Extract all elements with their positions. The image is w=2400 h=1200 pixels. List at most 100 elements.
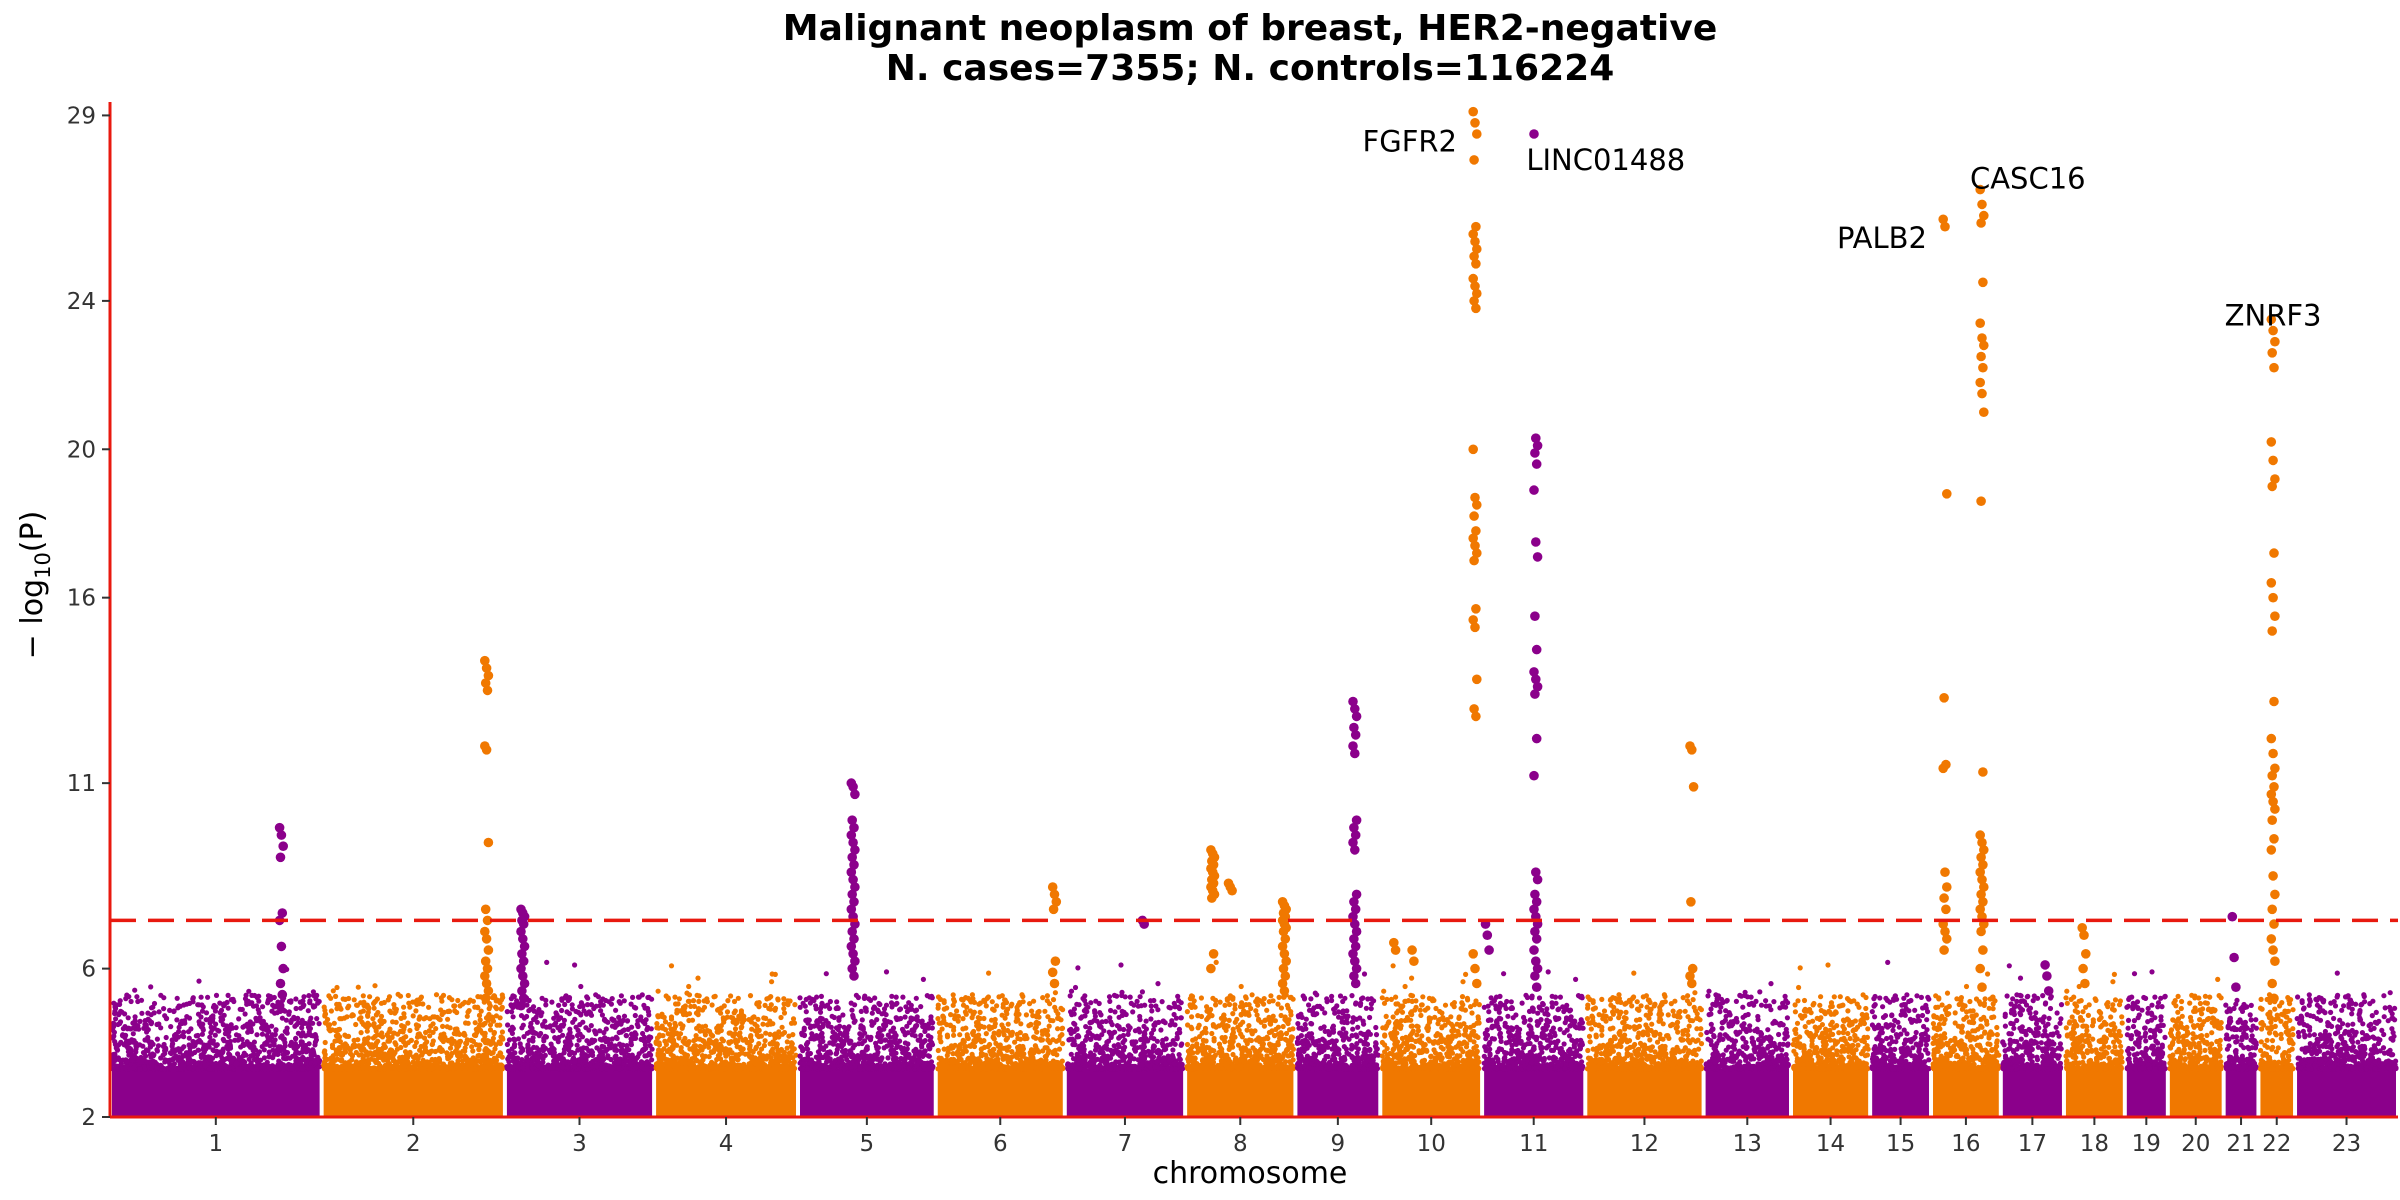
snp-point (335, 1048, 342, 1055)
snp-point (476, 1042, 482, 1048)
snp-point (427, 1033, 433, 1039)
snp-point (862, 993, 868, 999)
snp-point (276, 1062, 282, 1068)
snp-point (920, 976, 927, 983)
snp-point (618, 1029, 624, 1035)
snp-point (138, 997, 145, 1003)
snp-point (625, 1026, 631, 1032)
snp-point (200, 1004, 206, 1010)
snp-point (851, 1019, 857, 1025)
snp-point (724, 1009, 731, 1015)
snp-point (775, 1050, 781, 1056)
snp-point (415, 1023, 422, 1029)
snp-point (991, 1007, 997, 1013)
snp-point (834, 1047, 840, 1053)
snp-point (143, 1022, 149, 1028)
snp-point (250, 1047, 256, 1053)
snp-point (134, 994, 140, 1000)
snp-point (334, 1056, 340, 1062)
snp-point (738, 1010, 745, 1016)
snp-point (767, 1006, 774, 1012)
snp-point (768, 1049, 774, 1055)
snp-point (520, 1065, 526, 1071)
snp-point (246, 1025, 252, 1031)
snp-point (588, 1002, 595, 1008)
snp-point (387, 1054, 393, 1060)
snp-point (659, 1013, 665, 1020)
snp-point (877, 1001, 883, 1008)
snp-point (1046, 1023, 1052, 1029)
snp-point (497, 1022, 503, 1028)
snp-point (477, 1017, 483, 1023)
snp-point (401, 1004, 407, 1010)
snp-point (526, 1008, 532, 1014)
snp-point (538, 1030, 544, 1037)
snp-point (804, 1066, 811, 1072)
snp-point (125, 1015, 131, 1021)
snp-point (218, 1015, 224, 1021)
snp-point (682, 1009, 688, 1015)
snp-point (210, 1004, 217, 1010)
snp-point (294, 1022, 300, 1028)
snp-point (643, 1017, 649, 1023)
snp-point (1032, 1025, 1038, 1031)
snp-point (126, 1045, 132, 1051)
snp-point (565, 997, 571, 1004)
snp-point (954, 1008, 960, 1014)
snp-point (586, 1027, 592, 1033)
snp-point (731, 1010, 737, 1016)
snp-point (609, 1066, 616, 1072)
snp-point (452, 1008, 458, 1014)
snp-point (117, 1001, 123, 1008)
snp-point (350, 1044, 356, 1050)
snp-point (402, 1042, 409, 1048)
snp-point (915, 1037, 921, 1043)
snp-point (774, 1044, 780, 1050)
chromosome-band-fill (656, 1068, 797, 1117)
snp-point (1039, 1037, 1045, 1043)
snp-point (148, 1021, 154, 1027)
snp-point (359, 1043, 365, 1049)
snp-point (176, 1003, 182, 1009)
snp-point (701, 1004, 708, 1010)
snp-point (586, 1010, 592, 1016)
snp-point (433, 1026, 439, 1032)
snp-point (628, 1001, 634, 1007)
snp-point (676, 1066, 682, 1072)
snp-point (355, 1061, 362, 1067)
snp-point (756, 1027, 762, 1033)
snp-point (128, 1066, 134, 1072)
snp-point (359, 1019, 365, 1025)
snp-point (1056, 1015, 1062, 1022)
snp-point (497, 1000, 503, 1006)
snp-point (245, 1029, 251, 1035)
snp-point (705, 1028, 711, 1034)
snp-point (126, 1052, 132, 1058)
snp-point (451, 1030, 457, 1037)
snp-point (451, 1003, 457, 1009)
snp-point (716, 1047, 722, 1053)
snp-point (475, 1005, 481, 1011)
snp-point (289, 1066, 296, 1072)
snp-point (690, 1066, 697, 1072)
snp-point (897, 1007, 903, 1013)
snp-point (882, 1062, 888, 1068)
snp-point (885, 1066, 892, 1072)
snp-point (612, 1047, 618, 1053)
snp-point (470, 1055, 476, 1061)
snp-point (613, 1007, 619, 1013)
snp-point (259, 1031, 265, 1037)
snp-point (672, 994, 678, 1000)
snp-point (351, 1037, 357, 1043)
snp-point (283, 1017, 289, 1023)
snp-point (385, 1038, 391, 1044)
snp-point (804, 1041, 810, 1047)
snp-point (389, 1047, 395, 1053)
snp-point (736, 1051, 742, 1058)
snp-point (729, 1065, 735, 1072)
snp-point (685, 998, 692, 1004)
snp-point (608, 1056, 614, 1063)
snp-point (702, 1023, 709, 1029)
snp-point (668, 963, 675, 969)
snp-point (840, 1012, 846, 1018)
